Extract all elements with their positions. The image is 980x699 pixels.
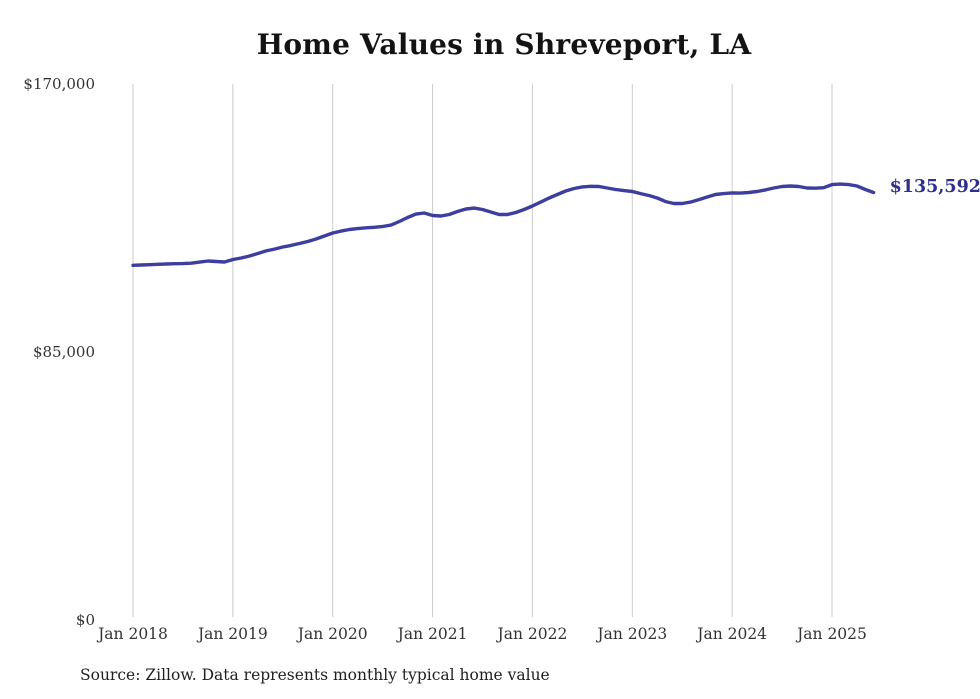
x-tick-jan-2024: Jan 2024 — [697, 625, 768, 643]
x-tick-jan-2019: Jan 2019 — [197, 625, 268, 643]
last-value-label: $135,592 — [889, 177, 980, 198]
y-tick-0: $0 — [75, 611, 95, 629]
chart-title: Home Values in Shreveport, LA — [256, 28, 752, 61]
x-tick-jan-2023: Jan 2023 — [597, 625, 668, 643]
x-tick-jan-2022: Jan 2022 — [497, 625, 568, 643]
y-tick-170000: $170,000 — [23, 75, 95, 93]
x-tick-jan-2025: Jan 2025 — [797, 625, 867, 643]
x-tick-jan-2018: Jan 2018 — [98, 625, 168, 643]
x-tick-jan-2020: Jan 2020 — [297, 625, 368, 643]
x-tick-jan-2021: Jan 2021 — [397, 625, 468, 643]
y-tick-85000: $85,000 — [32, 343, 95, 361]
source-note: Source: Zillow. Data represents monthly … — [80, 666, 550, 684]
home-value-line — [131, 182, 876, 267]
